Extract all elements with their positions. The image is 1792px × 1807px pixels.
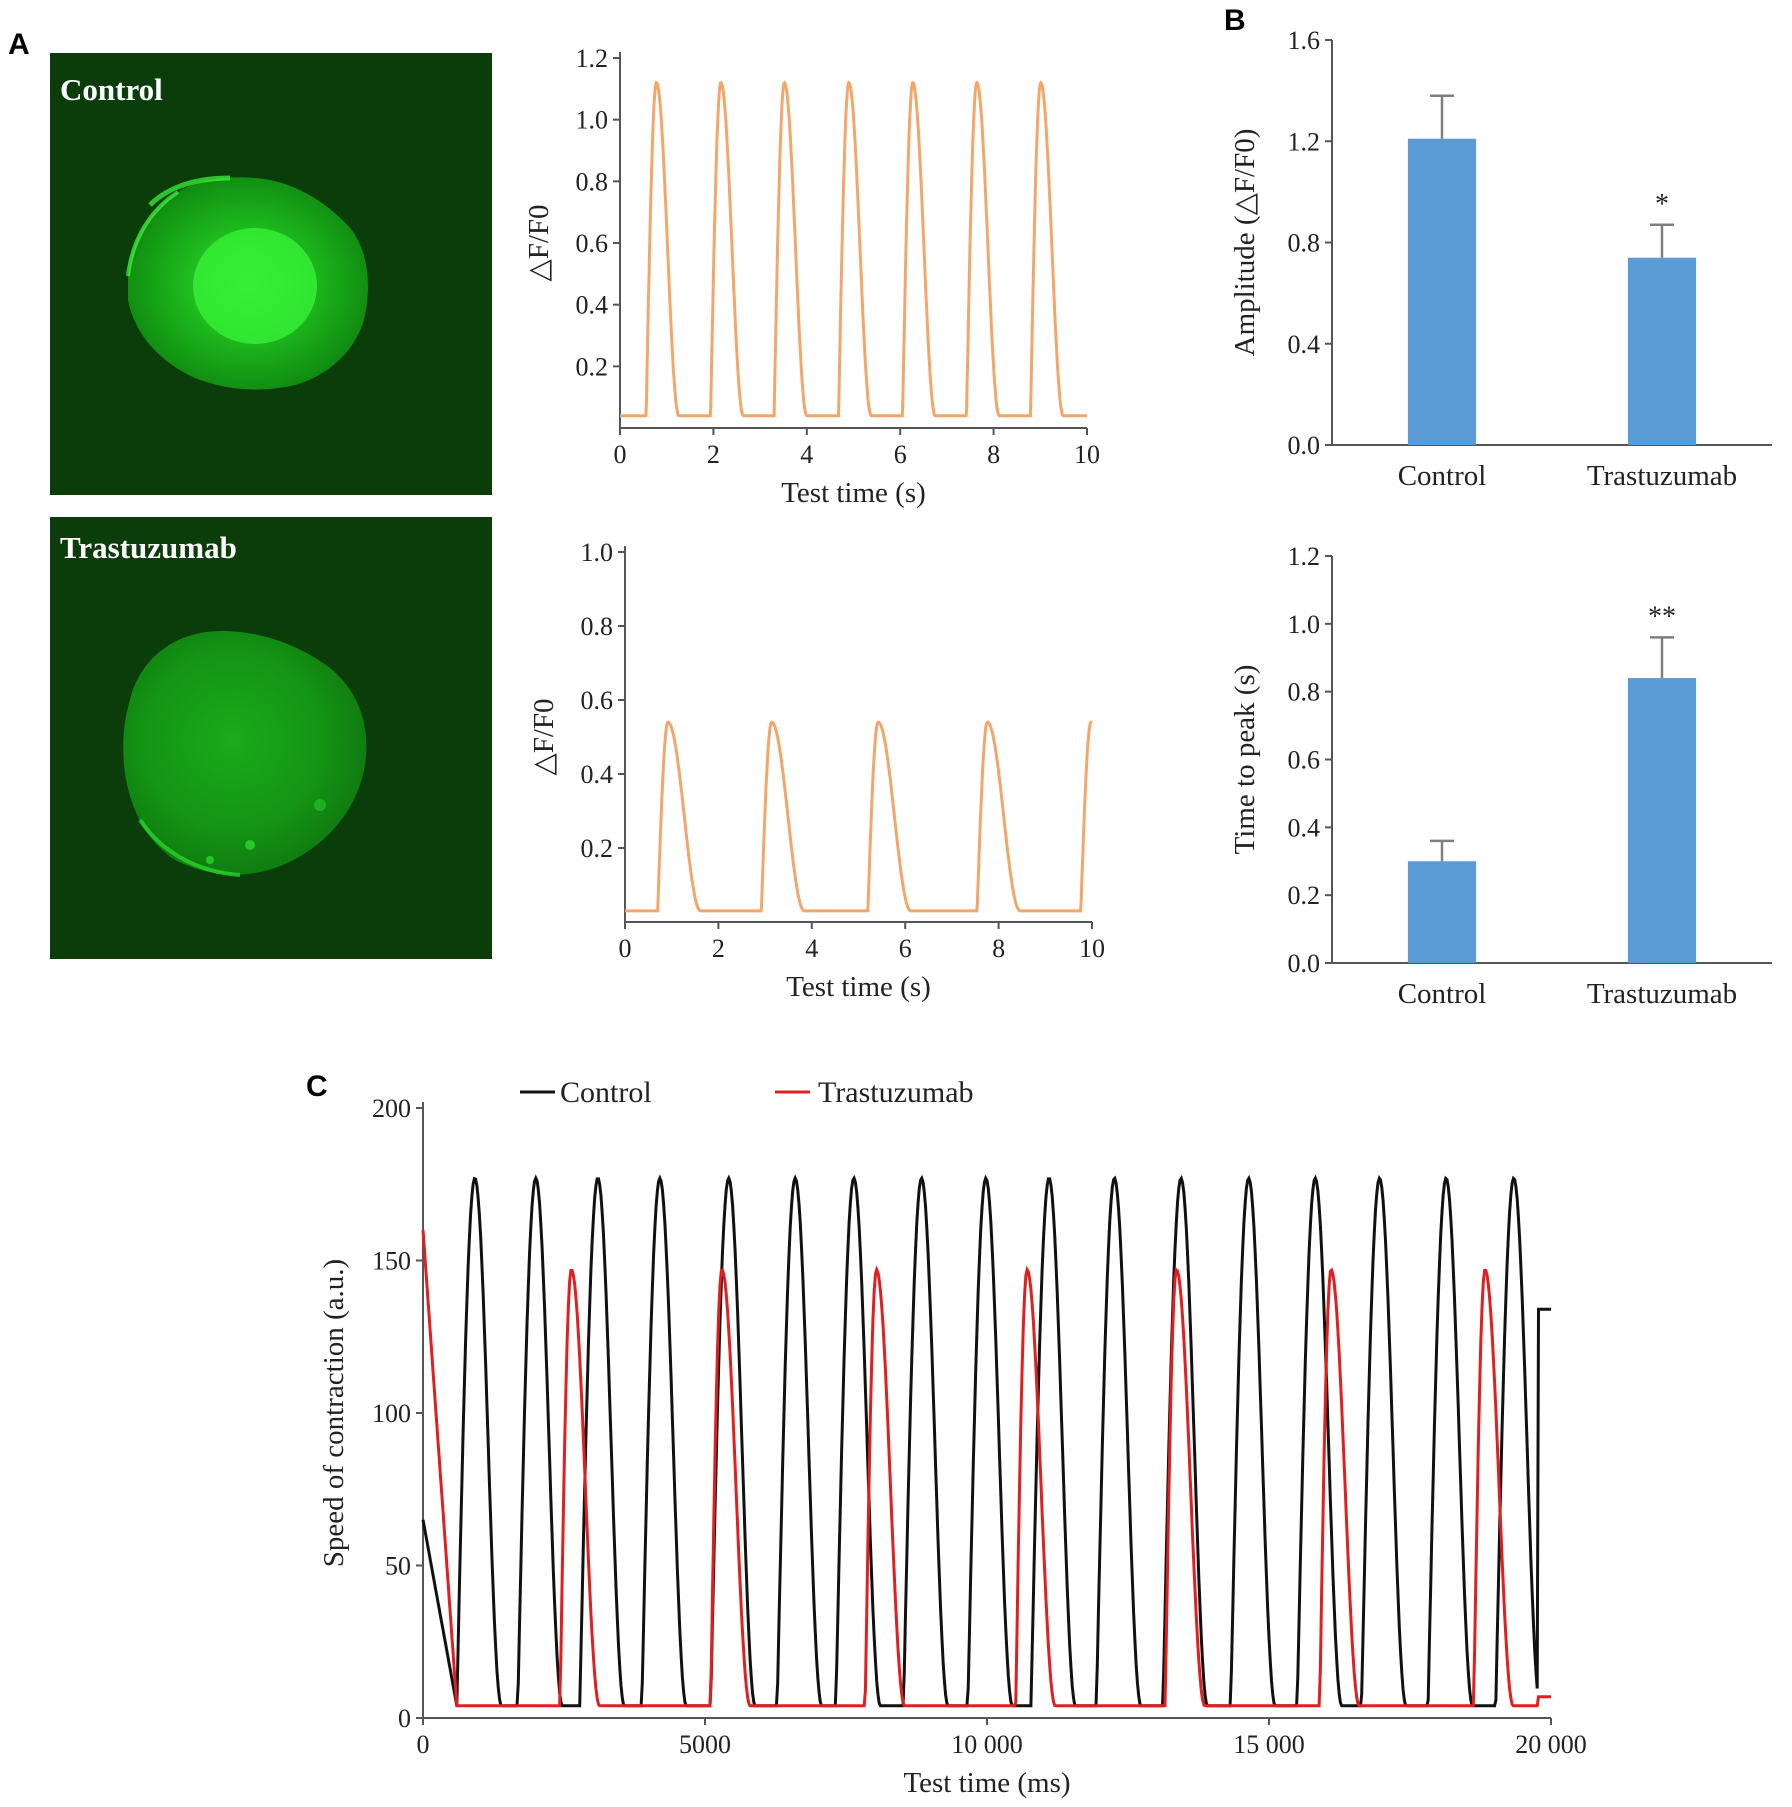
x-tick-label: 10 bbox=[1074, 440, 1100, 469]
x-tick-label: 8 bbox=[987, 440, 1000, 469]
x-tick-label: 8 bbox=[992, 934, 1005, 963]
y-axis-label: △F/F0 bbox=[523, 204, 555, 281]
y-axis-label: Time to peak (s) bbox=[1229, 665, 1261, 855]
x-tick-label: 2 bbox=[712, 934, 725, 963]
y-tick-label: 1.2 bbox=[1288, 542, 1321, 571]
y-tick-label: 0.6 bbox=[581, 686, 614, 715]
y-axis-label: △F/F0 bbox=[528, 698, 560, 775]
x-tick-label: 10 bbox=[1079, 934, 1105, 963]
bar-control bbox=[1407, 138, 1477, 445]
y-tick-label: 0.2 bbox=[581, 834, 614, 863]
x-tick-label: 0 bbox=[619, 934, 632, 963]
y-tick-label: 0.4 bbox=[576, 291, 609, 320]
significance-marker: ** bbox=[1648, 601, 1676, 632]
panel-label-b: B bbox=[1224, 4, 1246, 37]
y-tick-label: 0.8 bbox=[1288, 678, 1321, 707]
y-tick-label: 1.6 bbox=[1288, 26, 1321, 55]
y-tick-label: 0.8 bbox=[1288, 229, 1321, 258]
y-tick-label: 1.0 bbox=[1288, 610, 1321, 639]
x-tick-label: Control bbox=[1398, 978, 1487, 1010]
x-tick-label: 15 000 bbox=[1233, 1730, 1305, 1759]
y-axis-label: Speed of contraction (a.u.) bbox=[318, 1259, 350, 1567]
x-tick-label: 4 bbox=[805, 934, 818, 963]
x-tick-label: 10 000 bbox=[951, 1730, 1023, 1759]
y-axis-label: Amplitude (△F/F0) bbox=[1229, 129, 1261, 357]
micrograph-trastuzumab: Trastuzumab bbox=[50, 517, 492, 959]
y-tick-label: 1.2 bbox=[576, 44, 609, 73]
y-tick-label: 0.4 bbox=[1288, 330, 1321, 359]
micrograph-control: Control bbox=[50, 53, 492, 495]
chart-a-control-trace: 0 2 4 6 8 10 0.2 0.4 0.6 0.8 1.0 1.2 Test time (s) △F… bbox=[523, 44, 1100, 509]
bar-trastuzumab bbox=[1627, 678, 1697, 963]
x-tick-label: 2 bbox=[707, 440, 720, 469]
y-tick-label: 0.4 bbox=[581, 760, 614, 789]
y-tick-label: 0 bbox=[398, 1704, 411, 1733]
series-line-trace bbox=[620, 80, 1087, 418]
x-axis-label: Test time (s) bbox=[781, 477, 926, 509]
x-tick-label: 6 bbox=[894, 440, 907, 469]
x-tick-label: 6 bbox=[899, 934, 912, 963]
x-tick-label: Control bbox=[1398, 460, 1487, 492]
series-line-control bbox=[421, 1174, 1551, 1708]
y-tick-label: 200 bbox=[372, 1094, 411, 1123]
y-tick-label: 0.4 bbox=[1288, 813, 1321, 842]
series-line-trace bbox=[625, 720, 1093, 913]
legend-label-trastuzumab: Trastuzumab bbox=[818, 1076, 974, 1109]
y-tick-label: 1.2 bbox=[1288, 127, 1321, 156]
y-tick-label: 0.8 bbox=[576, 167, 609, 196]
y-tick-label: 0.6 bbox=[1288, 746, 1321, 775]
x-axis-label: Test time (s) bbox=[786, 971, 931, 1003]
x-tick-label: 0 bbox=[614, 440, 627, 469]
legend-label-control: Control bbox=[560, 1076, 652, 1109]
micrograph-label-control: Control bbox=[60, 72, 163, 107]
x-tick-label: 5000 bbox=[679, 1730, 731, 1759]
chart-c-contraction: 0 5000 10 000 15 000 20 000 0 50 100 150 200 Test … bbox=[318, 1076, 1587, 1799]
y-tick-label: 100 bbox=[372, 1399, 411, 1428]
x-axis-label: Test time (ms) bbox=[903, 1767, 1070, 1799]
x-tick-label: 20 000 bbox=[1515, 1730, 1587, 1759]
y-tick-label: 150 bbox=[372, 1247, 411, 1276]
bar-trastuzumab bbox=[1627, 257, 1697, 445]
y-tick-label: 0.2 bbox=[1288, 881, 1321, 910]
series-line-trastuzumab bbox=[421, 1229, 1551, 1708]
y-tick-label: 0.2 bbox=[576, 352, 609, 381]
chart-a-trastuzumab-trace: 0 2 4 6 8 10 0.2 0.4 0.6 0.8 1.0 Test time (s) △F/F0 bbox=[528, 538, 1105, 1003]
y-tick-label: 1.0 bbox=[581, 538, 614, 567]
chart-b-time-to-peak: 0.0 0.2 0.4 0.6 0.8 1.0 1.2 Control ** Trastuzuma… bbox=[1229, 542, 1772, 1010]
y-tick-label: 0.8 bbox=[581, 612, 614, 641]
micrograph-label-trastuzumab: Trastuzumab bbox=[60, 530, 237, 565]
bar-control bbox=[1407, 861, 1477, 963]
y-tick-label: 0.0 bbox=[1288, 949, 1321, 978]
y-tick-label: 50 bbox=[385, 1552, 411, 1581]
x-tick-label: 4 bbox=[800, 440, 813, 469]
chart-b-amplitude: 0.0 0.4 0.8 1.2 1.6 Control * Trastuzumab Amplit… bbox=[1229, 26, 1772, 492]
panel-label-c: C bbox=[306, 1070, 328, 1103]
significance-marker: * bbox=[1655, 189, 1669, 220]
y-tick-label: 1.0 bbox=[576, 106, 609, 135]
x-tick-label: Trastuzumab bbox=[1587, 460, 1737, 492]
y-tick-label: 0.0 bbox=[1288, 431, 1321, 460]
x-tick-label: Trastuzumab bbox=[1587, 978, 1737, 1010]
panel-label-a: A bbox=[8, 28, 30, 61]
y-tick-label: 0.6 bbox=[576, 229, 609, 258]
x-tick-label: 0 bbox=[417, 1730, 430, 1759]
